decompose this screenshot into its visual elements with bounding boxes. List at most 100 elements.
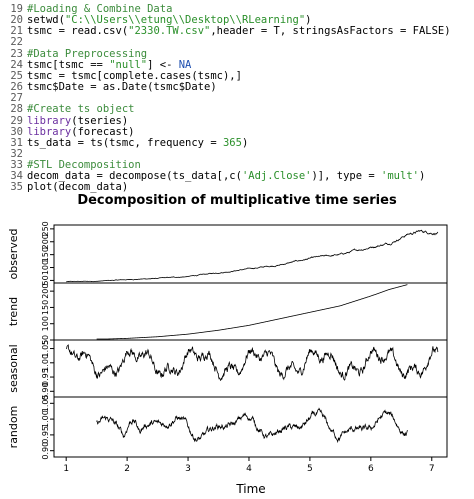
- code-text: tsmc = read.csv("2330.TW.csv",header = T…: [27, 26, 451, 37]
- line-number: 29: [10, 114, 23, 127]
- series-line-seasonal: [66, 344, 439, 382]
- y-axis-label-trend: trend: [7, 297, 20, 326]
- line-number: 21: [10, 25, 23, 38]
- code-text: #STL Decomposition: [27, 160, 141, 171]
- y-tick-label: 50: [41, 335, 50, 345]
- code-text: tsmc = tsmc[complete.cases(tsmc),]: [27, 69, 242, 82]
- line-number: 19: [10, 3, 23, 15]
- y-tick-label: 1.05: [41, 394, 50, 412]
- code-text: #Loading & Combine Data: [27, 3, 173, 15]
- code-text: #Create ts object: [27, 104, 134, 115]
- code-text: plot(decom_data): [27, 182, 128, 193]
- y-tick-label: 0.90: [41, 442, 50, 460]
- y-axis-label-observed: observed: [7, 229, 20, 280]
- y-tick-label: 100: [41, 260, 50, 275]
- code-token: ): [418, 170, 426, 183]
- panel-random: 0.900.951.001.05 random: [7, 394, 448, 460]
- y-tick-label: 200: [41, 284, 50, 299]
- series-line-random: [96, 407, 408, 444]
- code-text: setwd("C:\\Users\\etung\\Desktop\\RLearn…: [27, 15, 311, 26]
- code-token: "null": [109, 58, 148, 71]
- series-line-trend: [96, 284, 408, 340]
- y-tick-label: 1.00: [41, 410, 50, 428]
- code-text: decom_data = decompose(ts_data[,c('Adj.C…: [27, 171, 425, 182]
- y-tick-label: 150: [41, 300, 50, 315]
- y-tick-label: 1.00: [41, 354, 50, 372]
- code-token: ts_data = ts(tsmc, frequency =: [27, 136, 223, 149]
- panel-seasonal: 0.900.951.001.05 seasonal: [7, 339, 448, 400]
- line-number: 31: [10, 136, 23, 149]
- code-token: plot(decom_data): [27, 181, 129, 194]
- x-axis-label: Time: [235, 482, 265, 496]
- y-tick-label: 0.90: [41, 382, 50, 400]
- x-tick-label: 2: [124, 464, 130, 474]
- code-token: ,header = T, stringsAsFactors = FALSE): [210, 25, 451, 38]
- series-line-observed: [66, 229, 439, 283]
- line-number: 34: [10, 170, 23, 183]
- y-tick-label: 250: [41, 221, 50, 236]
- code-text: tsmc$Date = as.Date(tsmc$Date): [27, 81, 217, 94]
- line-number: 27: [10, 92, 23, 105]
- x-tick-label: 7: [429, 464, 435, 474]
- code-token: setwd(: [27, 14, 65, 27]
- x-tick-label: 1: [63, 464, 69, 474]
- code-token: library: [27, 114, 72, 127]
- line-number: 33: [10, 159, 23, 172]
- code-token: tsmc[tsmc ==: [27, 58, 110, 71]
- code-token: #Loading & Combine Data: [27, 3, 173, 15]
- panel-frame: [53, 396, 448, 458]
- line-number: 32: [10, 147, 23, 160]
- code-token: library: [27, 125, 72, 138]
- x-tick-label: 6: [368, 464, 374, 474]
- y-tick-label: 200: [41, 234, 50, 249]
- code-token: tsmc = read.csv(: [27, 25, 129, 38]
- y-axis-label-seasonal: seasonal: [7, 344, 20, 392]
- y-tick-label: 150: [41, 247, 50, 262]
- code-token: 'Adj.Close': [241, 170, 312, 183]
- code-token: tsmc = tsmc[complete.cases(tsmc),]: [27, 69, 242, 82]
- line-number: 30: [10, 125, 23, 138]
- code-token: 'mult': [381, 170, 419, 183]
- code-token: (tseries): [71, 114, 129, 127]
- code-token: NA: [178, 58, 192, 71]
- decomposition-plot: 50100150200250observed50100150200trend0.…: [7, 221, 448, 496]
- code-token: ): [241, 136, 249, 149]
- y-tick-label: 0.95: [41, 368, 50, 386]
- code-token: "C:\\Users\\etung\\Desktop\\RLearning": [64, 14, 306, 27]
- y-axis-label-random: random: [7, 406, 20, 449]
- code-text: library(forecast): [27, 125, 135, 138]
- code-token: 365: [222, 136, 242, 149]
- y-tick-label: 100: [41, 316, 50, 331]
- line-number: 35: [10, 181, 23, 194]
- line-number: 28: [10, 103, 23, 116]
- panel-frame: [53, 224, 448, 284]
- line-number: 24: [10, 58, 23, 71]
- code-token: tsmc$Date = as.Date(tsmc$Date): [27, 81, 217, 94]
- x-tick-label: 5: [307, 464, 313, 474]
- code-token: #STL Decomposition: [27, 159, 141, 172]
- code-token: (forecast): [71, 125, 135, 138]
- code-token: ] <-: [147, 58, 179, 71]
- line-number: 23: [10, 47, 23, 60]
- y-tick-label: 0.95: [41, 426, 50, 444]
- code-token: )], type =: [311, 170, 382, 183]
- line-number: 25: [10, 69, 23, 82]
- line-number: 20: [10, 14, 23, 27]
- code-token: #Data Preprocessing: [27, 47, 148, 60]
- code-token: decom_data = decompose(ts_data[,c(: [27, 170, 242, 183]
- code-token: #Create ts object: [27, 103, 135, 116]
- line-number: 26: [10, 81, 23, 94]
- code-text: #Data Preprocessing: [27, 47, 148, 60]
- code-editor[interactable]: 19 #Loading & Combine Data 20 setwd("C:\\Us…: [0, 0, 474, 196]
- panel-frame: [53, 339, 448, 398]
- code-text: library(tseries): [27, 114, 129, 127]
- y-tick-label: 1.05: [41, 340, 50, 358]
- panel-frame: [53, 282, 448, 341]
- x-tick-label: 4: [246, 464, 252, 474]
- code-token: "2330.TW.csv": [128, 25, 211, 38]
- line-number: 22: [10, 36, 23, 49]
- code-text: tsmc[tsmc == "null"] <- NA: [27, 58, 192, 71]
- code-text: ts_data = ts(tsmc, frequency = 365): [27, 136, 249, 149]
